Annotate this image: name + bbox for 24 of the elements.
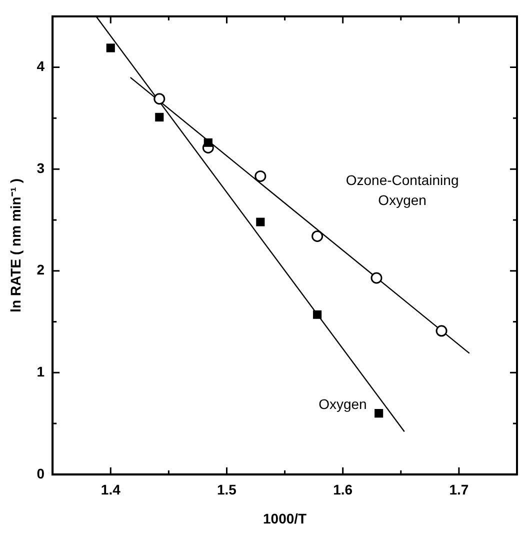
point bbox=[204, 138, 212, 147]
point bbox=[312, 230, 324, 242]
series-label: Oxygen bbox=[318, 396, 367, 412]
point bbox=[155, 112, 164, 122]
x-axis-title: 1000/T bbox=[262, 510, 308, 526]
x-tick-label: 1.7 bbox=[449, 482, 469, 498]
point bbox=[106, 44, 115, 52]
y-tick-label: 0 bbox=[36, 465, 45, 482]
y-tick-label: 1 bbox=[36, 363, 45, 380]
point bbox=[154, 93, 166, 105]
point bbox=[313, 310, 322, 319]
y-axis-title: ln RATE ( nm min⁻¹ ) bbox=[7, 178, 24, 312]
x-tick-label: 1.5 bbox=[217, 482, 237, 498]
y-tick-label: 3 bbox=[36, 160, 45, 176]
point bbox=[256, 218, 265, 226]
point bbox=[370, 272, 382, 284]
point bbox=[254, 170, 266, 182]
y-tick-label: 4 bbox=[36, 58, 45, 74]
point bbox=[436, 325, 448, 337]
text: Ozone-Containing Oxygen bbox=[346, 172, 459, 208]
point bbox=[374, 409, 384, 418]
y-tick-label: 2 bbox=[36, 262, 45, 278]
x-tick-label: 1.6 bbox=[333, 482, 353, 498]
x-tick-label: 1.4 bbox=[100, 482, 121, 498]
